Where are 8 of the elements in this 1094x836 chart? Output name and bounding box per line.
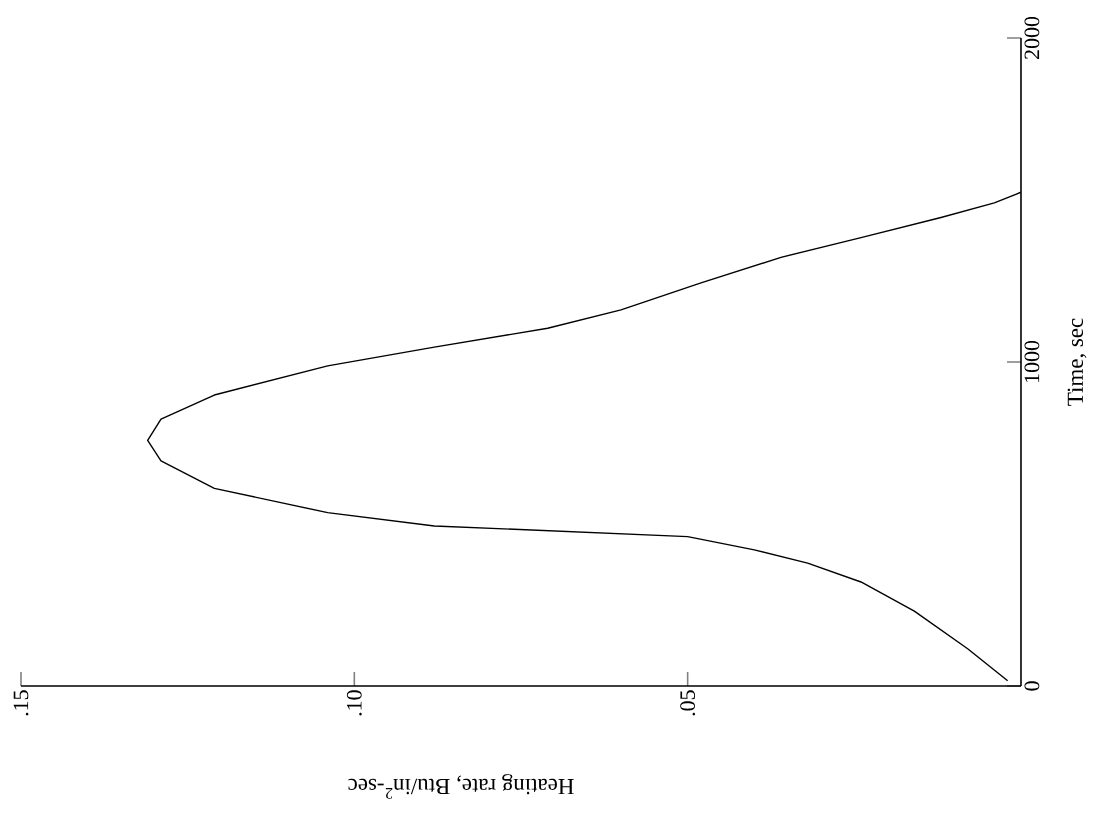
y-tick-label: 0 — [1024, 681, 1040, 691]
x-tick-label: .05 — [680, 690, 696, 716]
x-tick-label: .10 — [346, 690, 362, 716]
y-tick-label: 1000 — [1024, 340, 1040, 382]
y-tick-label: 2000 — [1024, 16, 1040, 59]
y-axis-title: Time, sec — [1067, 318, 1087, 406]
x-axis-title: Heating rate, Btu/in$^{2}$-sec — [348, 774, 574, 799]
x-tick-label: .15 — [13, 690, 29, 716]
